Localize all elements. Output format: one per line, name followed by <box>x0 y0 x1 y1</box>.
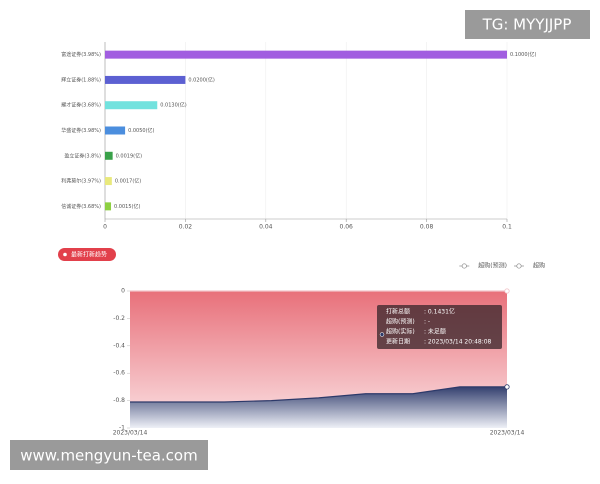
y-tick-label: -0.8 <box>113 397 125 404</box>
line <box>130 386 507 403</box>
tooltip-key: 打新总额 <box>386 308 410 316</box>
y-tick-label: 0 <box>121 288 125 295</box>
y-tick-label: 富途证券(3.98%) <box>61 51 101 58</box>
y-tick-label: -0.6 <box>113 370 125 377</box>
value-label: 0.0200(亿) <box>188 76 214 83</box>
bar <box>105 151 113 160</box>
y-tick-label: 盈立证券(3.8%) <box>64 152 101 159</box>
value-label: 0.1000(亿) <box>510 51 536 58</box>
y-tick-label: 华盛证券(3.98%) <box>61 127 101 134</box>
area <box>130 386 507 428</box>
tooltip <box>377 305 502 349</box>
y-tick-label: -0.2 <box>113 315 125 322</box>
badge[interactable]: 最新打新趋势 <box>71 251 107 259</box>
y-tick-label: 利弗莫尔(3.97%) <box>61 178 101 185</box>
x-tick-label: 0.06 <box>340 224 354 231</box>
x-tick-label: 0.08 <box>420 224 434 231</box>
watermark: www.mengyun-tea.com <box>20 447 197 465</box>
x-tick-label: 2023/03/14 <box>113 430 148 437</box>
charts: 0 0.02 0.04 0.06 0.08 0.1 富途证券(3.98%) 0.1000(亿)… <box>61 42 545 437</box>
badge-bg <box>58 248 116 261</box>
bar <box>105 101 158 110</box>
value-label: 0.0130(亿) <box>160 102 186 109</box>
x-tick-label: 0.04 <box>259 224 273 231</box>
x-tick-label: 0.02 <box>179 224 193 231</box>
point <box>504 384 510 390</box>
legend-marker <box>461 263 467 269</box>
tooltip-key: 超购(预测) <box>386 318 415 326</box>
point <box>504 288 510 294</box>
tooltip-dot <box>379 332 385 337</box>
badge-dot <box>63 252 67 257</box>
tooltip-value: : - <box>424 319 430 326</box>
x-tick-label: 2023/03/14 <box>490 430 525 437</box>
bar <box>105 75 186 84</box>
legend-label: 超购 <box>533 262 545 270</box>
watermark-box <box>10 440 208 470</box>
y-tick-label: 辉立证券(1.88%) <box>61 76 101 83</box>
bar <box>105 177 112 186</box>
value-label: 0.0015(亿) <box>114 203 140 210</box>
tooltip-key: 超购(实际) <box>386 328 415 336</box>
legend-label: 超购(预测) <box>478 262 507 270</box>
tooltip-value: : 2023/03/14 20:48:08 <box>424 339 492 346</box>
bar <box>105 202 112 211</box>
bar <box>105 126 126 135</box>
value-label: 0.0050(亿) <box>128 127 154 134</box>
x-tick-label: 0 <box>103 224 107 231</box>
legend-marker <box>516 263 522 269</box>
tooltip-value: : 未足额 <box>424 328 446 336</box>
tooltip-value: : 0.1431亿 <box>424 308 455 316</box>
value-label: 0.0017(亿) <box>115 178 141 185</box>
y-tick-label: 耀才证券(3.68%) <box>61 102 101 109</box>
x-tick-label: 0.1 <box>502 224 512 231</box>
bar <box>105 50 507 59</box>
watermark: TG: MYYJJPP <box>482 16 572 34</box>
y-tick-label: -1 <box>119 425 125 432</box>
tooltip-key: 更新日期 <box>386 338 410 346</box>
value-label: 0.0019(亿) <box>116 152 142 159</box>
watermark-box <box>465 10 590 39</box>
y-tick-label: -0.4 <box>113 342 125 349</box>
y-tick-label: 信诚证券(3.68%) <box>61 203 101 210</box>
